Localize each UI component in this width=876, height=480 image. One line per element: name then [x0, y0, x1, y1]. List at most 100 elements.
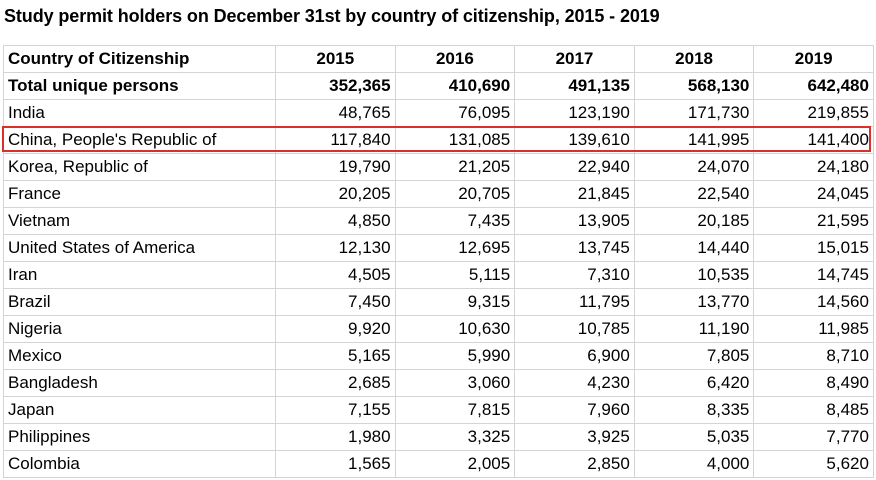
value-cell: 141,400 — [753, 126, 874, 154]
column-header-country: Country of Citizenship — [3, 45, 276, 73]
table-row: Korea, Republic of 19,790 21,205 22,940 24,0… — [3, 153, 874, 181]
column-header-year: 2018 — [633, 45, 755, 73]
table-row: India 48,765 76,095 123,190 171,730 219,855 — [3, 99, 874, 127]
country-cell: Iran — [3, 261, 276, 289]
value-cell: 8,485 — [753, 396, 874, 424]
value-cell: 14,745 — [753, 261, 874, 289]
value-cell: 3,325 — [394, 423, 516, 451]
value-cell: 6,900 — [514, 342, 635, 370]
table-row: Bangladesh 2,685 3,060 4,230 6,420 8,490 — [3, 369, 874, 397]
value-cell: 8,710 — [753, 342, 874, 370]
value-cell: 4,230 — [514, 369, 635, 397]
value-cell: 5,035 — [633, 423, 755, 451]
value-cell: 4,850 — [275, 207, 396, 235]
value-cell: 76,095 — [394, 99, 516, 127]
value-cell: 20,705 — [394, 180, 516, 208]
value-cell: 5,165 — [275, 342, 396, 370]
value-cell: 24,070 — [633, 153, 755, 181]
value-cell: 22,540 — [633, 180, 755, 208]
country-cell: Vietnam — [3, 207, 276, 235]
table-row: United States of America 12,130 12,695 13,7… — [3, 234, 874, 262]
value-cell: 12,130 — [275, 234, 396, 262]
value-cell: 13,745 — [514, 234, 635, 262]
value-cell: 21,205 — [394, 153, 516, 181]
value-cell: 21,595 — [753, 207, 874, 235]
table-row: Philippines 1,980 3,325 3,925 5,035 7,770 — [3, 423, 874, 451]
value-cell: 7,960 — [514, 396, 635, 424]
value-cell: 7,770 — [753, 423, 874, 451]
value-cell: 7,435 — [394, 207, 516, 235]
country-cell: India — [3, 99, 276, 127]
country-cell: Bangladesh — [3, 369, 276, 397]
value-cell: 10,535 — [633, 261, 755, 289]
value-cell: 219,855 — [753, 99, 874, 127]
value-cell: 12,695 — [394, 234, 516, 262]
value-cell: 123,190 — [514, 99, 635, 127]
country-cell: Total unique persons — [3, 72, 276, 100]
value-cell: 4,505 — [275, 261, 396, 289]
value-cell: 352,365 — [275, 72, 396, 100]
value-cell: 9,315 — [394, 288, 516, 316]
value-cell: 410,690 — [394, 72, 516, 100]
value-cell: 7,450 — [275, 288, 396, 316]
value-cell: 8,335 — [633, 396, 755, 424]
table-body: Total unique persons 352,365 410,690 491,13… — [3, 72, 874, 478]
value-cell: 2,005 — [394, 450, 516, 478]
value-cell: 6,420 — [633, 369, 755, 397]
country-cell: Japan — [3, 396, 276, 424]
column-header-year: 2016 — [394, 45, 516, 73]
country-cell: Colombia — [3, 450, 276, 478]
value-cell: 491,135 — [514, 72, 635, 100]
country-cell: Philippines — [3, 423, 276, 451]
study-permit-table: Country of Citizenship 2015 2016 2017 20… — [3, 45, 874, 478]
value-cell: 5,990 — [394, 342, 516, 370]
value-cell: 20,185 — [633, 207, 755, 235]
table-row: Mexico 5,165 5,990 6,900 7,805 8,710 — [3, 342, 874, 370]
value-cell: 24,180 — [753, 153, 874, 181]
value-cell: 3,060 — [394, 369, 516, 397]
table-row: Brazil 7,450 9,315 11,795 13,770 14,560 — [3, 288, 874, 316]
value-cell: 11,985 — [753, 315, 874, 343]
column-header-year: 2019 — [753, 45, 874, 73]
value-cell: 24,045 — [753, 180, 874, 208]
value-cell: 20,205 — [275, 180, 396, 208]
value-cell: 19,790 — [275, 153, 396, 181]
table-row: Iran 4,505 5,115 7,310 10,535 14,745 — [3, 261, 874, 289]
value-cell: 14,560 — [753, 288, 874, 316]
table-row: China, People's Republic of 117,840 131,08… — [3, 126, 874, 154]
country-cell: France — [3, 180, 276, 208]
value-cell: 1,565 — [275, 450, 396, 478]
value-cell: 2,685 — [275, 369, 396, 397]
value-cell: 21,845 — [514, 180, 635, 208]
value-cell: 14,440 — [633, 234, 755, 262]
value-cell: 7,815 — [394, 396, 516, 424]
value-cell: 4,000 — [633, 450, 755, 478]
table-row: Nigeria 9,920 10,630 10,785 11,190 11,985 — [3, 315, 874, 343]
country-cell: United States of America — [3, 234, 276, 262]
value-cell: 3,925 — [514, 423, 635, 451]
value-cell: 2,850 — [514, 450, 635, 478]
value-cell: 1,980 — [275, 423, 396, 451]
value-cell: 141,995 — [633, 126, 755, 154]
table-row: Japan 7,155 7,815 7,960 8,335 8,485 — [3, 396, 874, 424]
value-cell: 7,310 — [514, 261, 635, 289]
value-cell: 13,770 — [633, 288, 755, 316]
value-cell: 9,920 — [275, 315, 396, 343]
value-cell: 8,490 — [753, 369, 874, 397]
header-row: Country of Citizenship 2015 2016 2017 20… — [3, 45, 874, 73]
value-cell: 11,795 — [514, 288, 635, 316]
value-cell: 11,190 — [633, 315, 755, 343]
country-cell: Mexico — [3, 342, 276, 370]
table-row: Colombia 1,565 2,005 2,850 4,000 5,620 — [3, 450, 874, 478]
value-cell: 568,130 — [633, 72, 755, 100]
value-cell: 7,805 — [633, 342, 755, 370]
value-cell: 5,620 — [753, 450, 874, 478]
column-header-year: 2017 — [514, 45, 635, 73]
value-cell: 10,630 — [394, 315, 516, 343]
country-cell: Korea, Republic of — [3, 153, 276, 181]
value-cell: 642,480 — [753, 72, 874, 100]
value-cell: 117,840 — [275, 126, 396, 154]
table-row: Vietnam 4,850 7,435 13,905 20,185 21,595 — [3, 207, 874, 235]
value-cell: 7,155 — [275, 396, 396, 424]
country-cell: China, People's Republic of — [3, 126, 276, 154]
